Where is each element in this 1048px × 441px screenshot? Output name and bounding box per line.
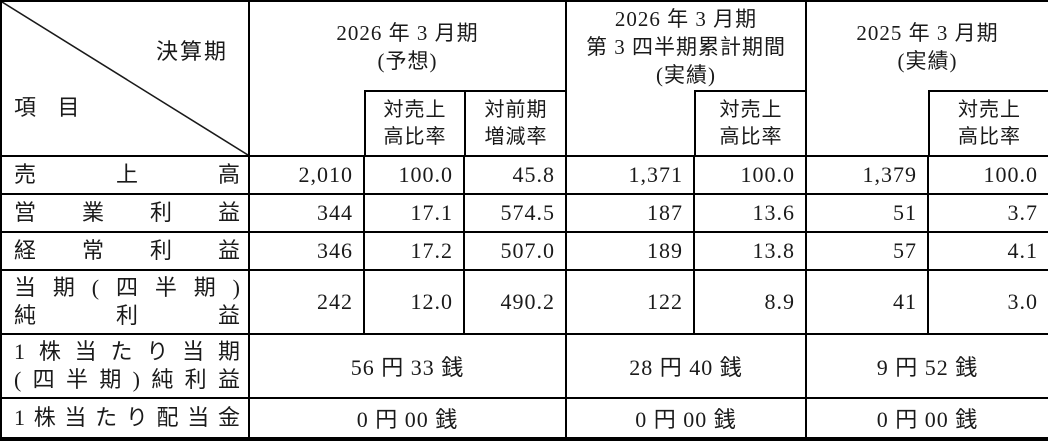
value-cell: 187 xyxy=(565,193,696,233)
row-label-line: 経常利益 xyxy=(14,238,240,263)
row-label-line: 売上高 xyxy=(14,162,240,187)
corner-label-fiscal-period: 決算期 xyxy=(155,39,228,64)
row-label-line: (四半期)純利益 xyxy=(14,367,240,392)
table-row-operating-income: 営業利益 344 17.1 574.5 187 13.6 51 3.7 xyxy=(0,193,1048,233)
group-title-line: 第 3 四半期累計期間 xyxy=(586,35,787,59)
value-cell: 28 円 40 銭 xyxy=(565,333,808,399)
value-cell: 346 xyxy=(248,231,365,271)
group-title-line: (実績) xyxy=(656,63,717,87)
subheader-sales-ratio: 対売上 高比率 xyxy=(928,90,1048,154)
row-label-line: 1株当たり当期 xyxy=(14,339,240,364)
value-cell: 100.0 xyxy=(693,155,808,195)
group-title-line: 2025 年 3 月期 xyxy=(856,21,999,45)
subheader-label-line: 対売上 xyxy=(383,98,447,121)
row-label-line: 純利益 xyxy=(14,303,240,328)
row-label-line: 1株当たり配当金 xyxy=(14,405,240,430)
value-cell: 100.0 xyxy=(363,155,465,195)
value-cell: 1,379 xyxy=(805,155,930,195)
value-cell: 9 円 52 銭 xyxy=(805,333,1048,399)
value-cell: 189 xyxy=(565,231,696,271)
header-row: 決算期 項 目 2026 年 3 月期 (予想) 対売上 高比率 対前期 増減率 xyxy=(0,0,1048,157)
value-cell: 56 円 33 銭 xyxy=(247,333,568,399)
value-cell: 2,010 xyxy=(248,155,365,195)
row-label: 営業利益 xyxy=(0,193,250,233)
value-cell: 490.2 xyxy=(462,269,568,335)
value-cell: 574.5 xyxy=(462,193,568,233)
corner-label-items: 項 目 xyxy=(14,95,88,120)
group-title-line: 2026 年 3 月期 xyxy=(614,7,758,31)
row-label-line: 営業利益 xyxy=(14,200,240,225)
group-title-fy2026-forecast: 2026 年 3 月期 (予想) xyxy=(251,3,564,92)
value-cell: 17.1 xyxy=(363,193,465,233)
value-cell: 17.2 xyxy=(363,231,465,271)
table-row-ordinary-income: 経常利益 346 17.2 507.0 189 13.8 57 4.1 xyxy=(0,231,1048,271)
value-cell: 8.9 xyxy=(693,269,808,335)
subheader-row: 対売上 高比率 xyxy=(928,90,1048,154)
row-label-line: 当期(四半期) xyxy=(14,275,240,300)
column-group-fy2025-actual: 2025 年 3 月期 (実績) 対売上 高比率 xyxy=(805,0,1048,157)
row-label: 1株当たり当期 (四半期)純利益 xyxy=(0,333,250,399)
value-cell: 0 円 00 銭 xyxy=(565,397,808,440)
value-cell: 1,371 xyxy=(565,155,696,195)
value-cell: 51 xyxy=(805,193,930,233)
subheader-row: 対売上 高比率 対前期 増減率 xyxy=(364,90,565,154)
value-cell: 41 xyxy=(805,269,930,335)
column-group-fy2026-forecast: 2026 年 3 月期 (予想) 対売上 高比率 対前期 増減率 xyxy=(247,0,568,157)
table-row-net-sales: 売上高 2,010 100.0 45.8 1,371 100.0 1,379 1… xyxy=(0,155,1048,195)
group-title-line: (予想) xyxy=(377,49,438,73)
value-cell: 507.0 xyxy=(462,231,568,271)
row-label: 1株当たり配当金 xyxy=(0,397,250,440)
value-cell: 3.0 xyxy=(927,269,1048,335)
group-title-line: (実績) xyxy=(897,49,958,73)
row-label: 経常利益 xyxy=(0,231,250,271)
table-row-dividend: 1株当たり配当金 0 円 00 銭 0 円 00 銭 0 円 00 銭 xyxy=(0,397,1048,440)
value-cell: 12.0 xyxy=(363,269,465,335)
value-cell: 4.1 xyxy=(927,231,1048,271)
subheader-label-line: 高比率 xyxy=(383,125,447,148)
value-cell: 57 xyxy=(805,231,930,271)
value-cell: 0 円 00 銭 xyxy=(805,397,1048,440)
subheader-label-line: 高比率 xyxy=(958,125,1022,148)
subheader-sales-ratio: 対売上 高比率 xyxy=(364,90,465,154)
row-label: 売上高 xyxy=(0,155,250,195)
subheader-label-line: 高比率 xyxy=(719,125,783,148)
value-cell: 13.8 xyxy=(693,231,808,271)
subheader-label-line: 対前期 xyxy=(484,98,548,121)
subheader-label-line: 対売上 xyxy=(958,98,1022,121)
table-row-eps: 1株当たり当期 (四半期)純利益 56 円 33 銭 28 円 40 銭 9 円… xyxy=(0,333,1048,399)
column-group-fy2026-q3-actual: 2026 年 3 月期 第 3 四半期累計期間 (実績) 対売上 高比率 xyxy=(565,0,808,157)
value-cell: 122 xyxy=(565,269,696,335)
row-label: 当期(四半期) 純利益 xyxy=(0,269,250,335)
table-row-net-income: 当期(四半期) 純利益 242 12.0 490.2 122 8.9 41 3.… xyxy=(0,269,1048,335)
value-cell: 242 xyxy=(248,269,365,335)
diagonal-divider-line xyxy=(3,3,247,154)
subheader-row: 対売上 高比率 xyxy=(694,90,805,154)
subheader-yoy-change: 対前期 増減率 xyxy=(464,90,565,154)
value-cell: 344 xyxy=(248,193,365,233)
subheader-sales-ratio: 対売上 高比率 xyxy=(694,90,805,154)
value-cell: 3.7 xyxy=(927,193,1048,233)
value-cell: 13.6 xyxy=(693,193,808,233)
group-title-line: 2026 年 3 月期 xyxy=(336,21,479,45)
corner-header-cell: 決算期 項 目 xyxy=(0,0,250,157)
value-cell: 45.8 xyxy=(462,155,568,195)
group-title-fy2026-q3-actual: 2026 年 3 月期 第 3 四半期累計期間 (実績) xyxy=(568,3,804,92)
subheader-label-line: 対売上 xyxy=(719,98,783,121)
subheader-label-line: 増減率 xyxy=(484,125,548,148)
value-cell: 100.0 xyxy=(927,155,1048,195)
group-title-fy2025-actual: 2025 年 3 月期 (実績) xyxy=(808,3,1047,92)
value-cell: 0 円 00 銭 xyxy=(247,397,568,440)
